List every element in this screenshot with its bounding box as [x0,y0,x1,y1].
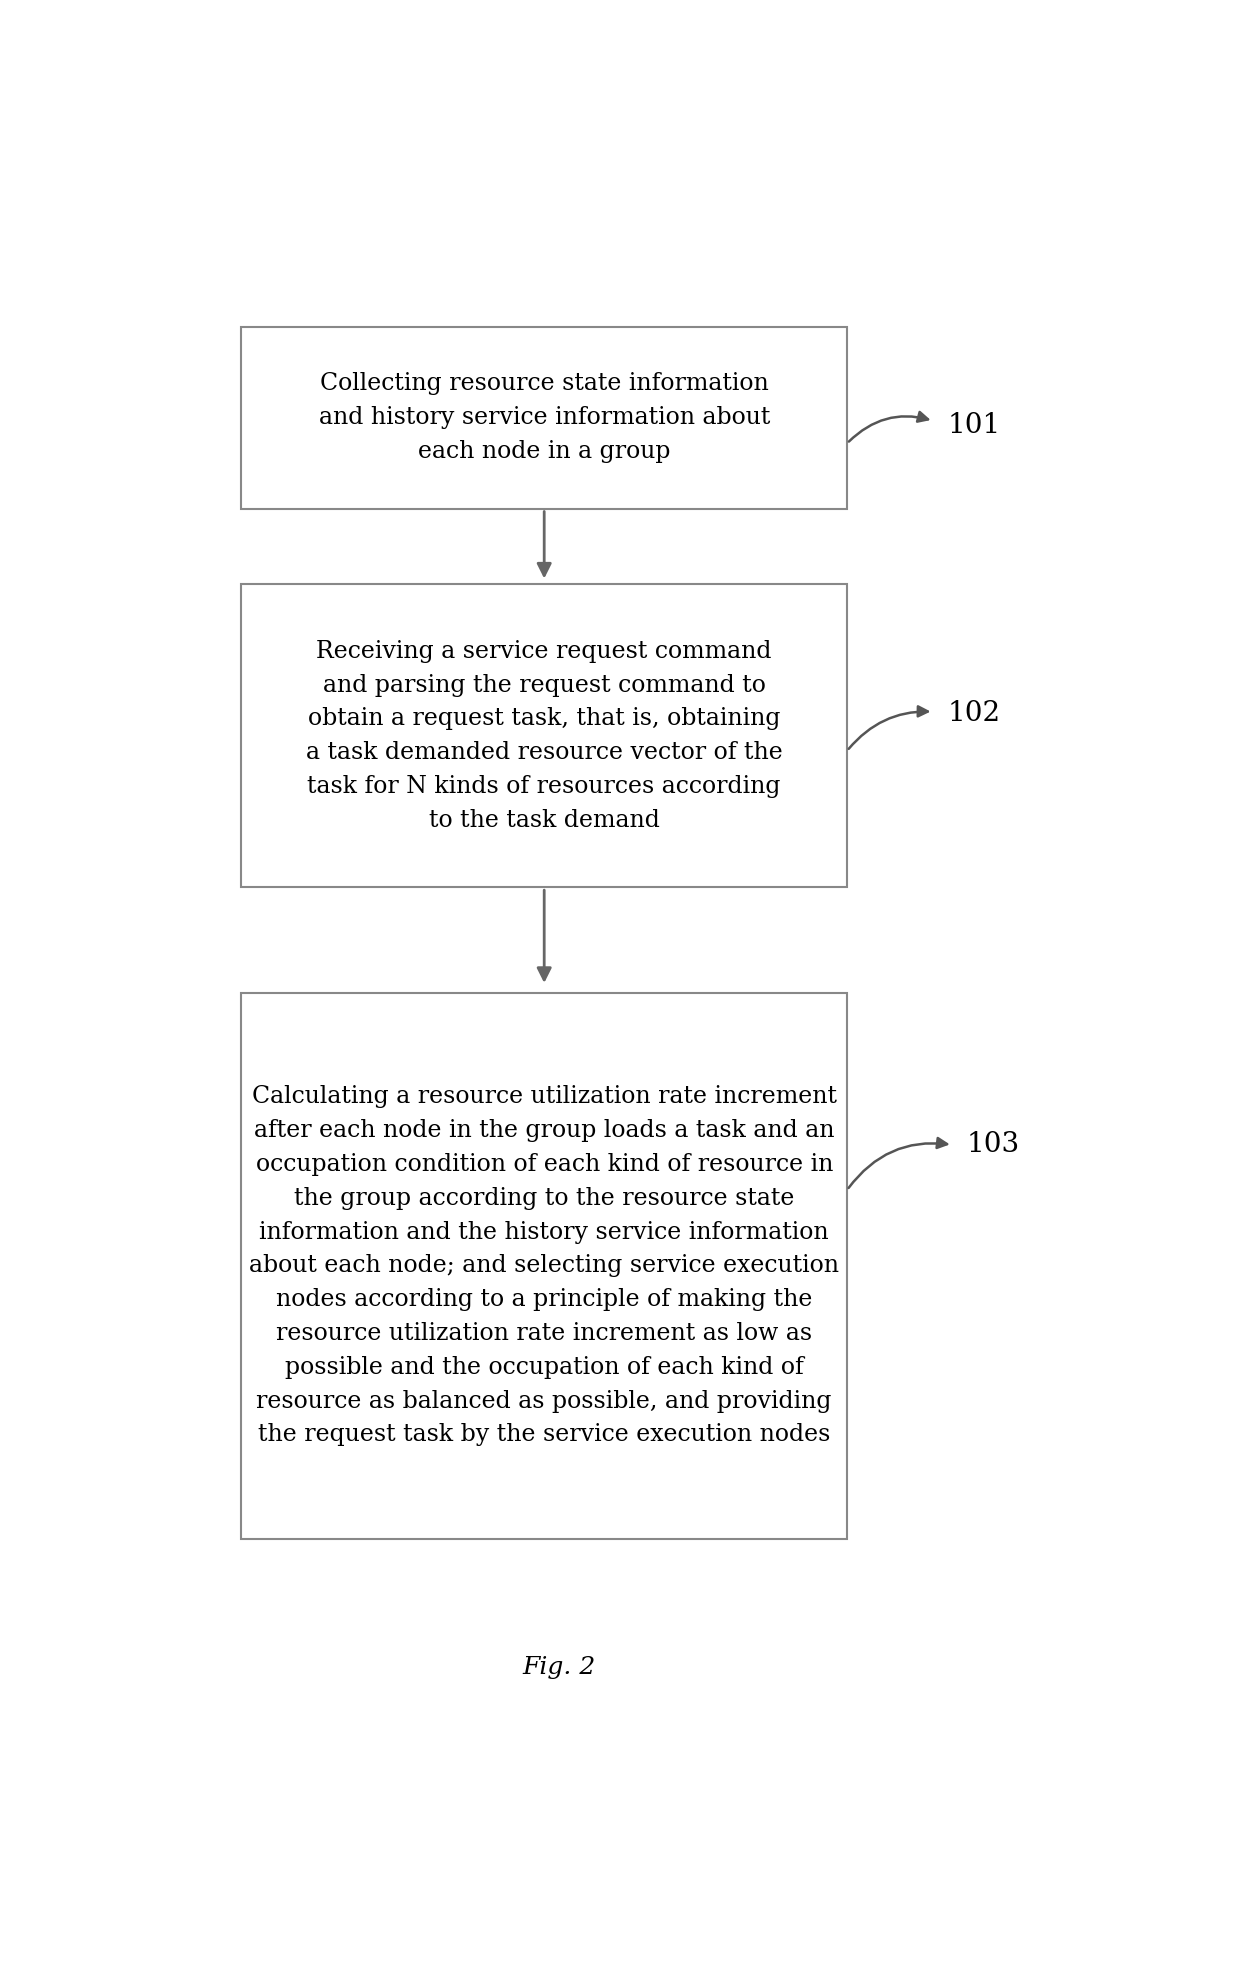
Text: 103: 103 [967,1131,1021,1159]
FancyBboxPatch shape [242,584,847,887]
Text: Receiving a service request command
and parsing the request command to
obtain a : Receiving a service request command and … [306,639,782,832]
FancyBboxPatch shape [242,327,847,509]
Text: Collecting resource state information
and history service information about
each: Collecting resource state information an… [319,372,770,462]
Text: 101: 101 [947,411,1001,439]
Text: Calculating a resource utilization rate increment
after each node in the group l: Calculating a resource utilization rate … [249,1086,839,1446]
Text: 102: 102 [947,700,1001,726]
Text: Fig. 2: Fig. 2 [522,1656,595,1678]
FancyBboxPatch shape [242,993,847,1538]
